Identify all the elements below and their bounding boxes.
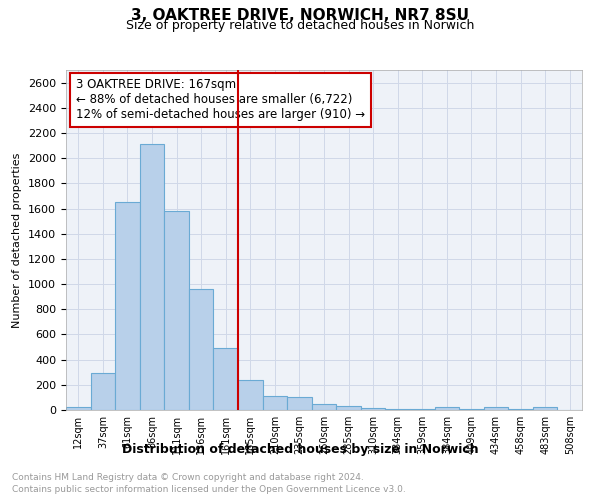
Bar <box>434 408 459 410</box>
Bar <box>66 408 91 410</box>
Text: 3 OAKTREE DRIVE: 167sqm
← 88% of detached houses are smaller (6,722)
12% of semi: 3 OAKTREE DRIVE: 167sqm ← 88% of detache… <box>76 78 365 122</box>
Bar <box>385 408 410 410</box>
Text: Contains public sector information licensed under the Open Government Licence v3: Contains public sector information licen… <box>12 485 406 494</box>
Bar <box>91 374 115 410</box>
Text: Contains HM Land Registry data © Crown copyright and database right 2024.: Contains HM Land Registry data © Crown c… <box>12 474 364 482</box>
Y-axis label: Number of detached properties: Number of detached properties <box>13 152 22 328</box>
Text: 3, OAKTREE DRIVE, NORWICH, NR7 8SU: 3, OAKTREE DRIVE, NORWICH, NR7 8SU <box>131 8 469 22</box>
Bar <box>312 404 336 410</box>
Bar <box>140 144 164 410</box>
Text: Size of property relative to detached houses in Norwich: Size of property relative to detached ho… <box>126 19 474 32</box>
Bar <box>484 408 508 410</box>
Bar <box>214 348 238 410</box>
Bar <box>238 380 263 410</box>
Bar <box>189 289 214 410</box>
Bar <box>115 202 140 410</box>
Bar <box>263 396 287 410</box>
Bar <box>361 408 385 410</box>
Bar <box>164 211 189 410</box>
Bar <box>287 398 312 410</box>
Bar <box>533 408 557 410</box>
Bar <box>336 406 361 410</box>
Text: Distribution of detached houses by size in Norwich: Distribution of detached houses by size … <box>122 442 478 456</box>
